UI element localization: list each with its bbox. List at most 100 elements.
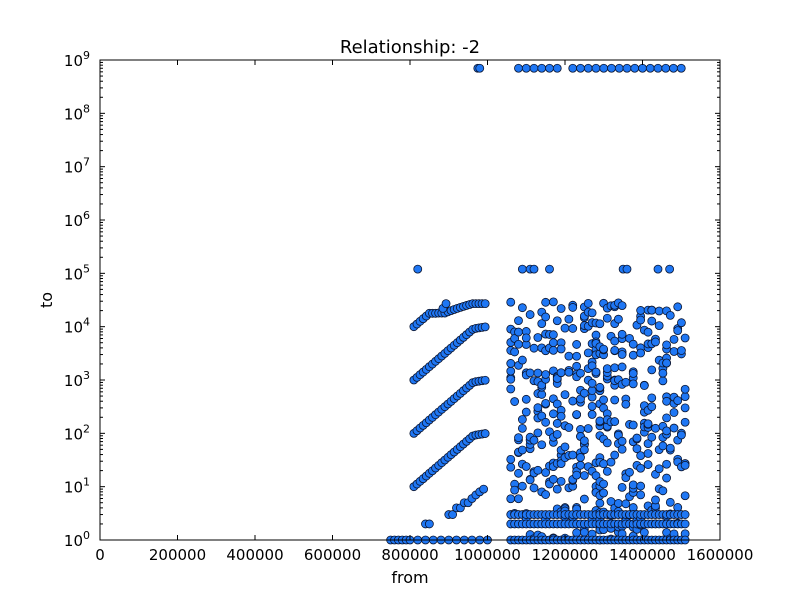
- y-tick-label: 105: [64, 262, 90, 283]
- data-point: [680, 417, 690, 427]
- data-point: [480, 322, 490, 332]
- data-point: [572, 351, 582, 361]
- data-point: [576, 453, 585, 462]
- data-point: [636, 481, 646, 491]
- data-point: [587, 361, 597, 371]
- data-point: [602, 466, 612, 476]
- data-point: [583, 424, 593, 433]
- data-point: [658, 376, 668, 386]
- data-point: [632, 444, 642, 454]
- data-point: [628, 379, 638, 389]
- data-point: [517, 415, 527, 424]
- data-point: [630, 63, 640, 73]
- data-point: [514, 327, 523, 337]
- data-point: [525, 368, 535, 378]
- data-point: [541, 490, 551, 499]
- data-point: [638, 63, 647, 73]
- data-point: [583, 63, 593, 73]
- data-point: [614, 63, 624, 73]
- data-point: [579, 445, 589, 455]
- data-point: [662, 396, 671, 406]
- x-tick-label: 1000000: [454, 546, 521, 564]
- data-point: [560, 442, 570, 452]
- data-point: [568, 396, 578, 406]
- data-point: [591, 367, 601, 377]
- data-point: [662, 413, 671, 423]
- data-point: [651, 337, 660, 347]
- data-point: [599, 479, 608, 489]
- data-point: [506, 454, 516, 464]
- data-point: [510, 485, 520, 495]
- data-point: [514, 63, 523, 73]
- data-point: [579, 527, 589, 537]
- data-point: [533, 428, 543, 438]
- data-point: [521, 63, 531, 73]
- data-point: [647, 305, 657, 315]
- data-point: [564, 351, 574, 361]
- data-point: [621, 499, 631, 509]
- data-point: [514, 468, 523, 478]
- data-point: [506, 359, 516, 368]
- data-point: [680, 333, 690, 343]
- y-tick-label: 103: [64, 369, 90, 390]
- data-point: [529, 435, 539, 445]
- y-tick-label: 107: [64, 156, 90, 177]
- data-point: [665, 443, 675, 453]
- data-point: [556, 411, 566, 421]
- data-point: [614, 314, 623, 324]
- data-point: [645, 63, 655, 73]
- data-point: [517, 303, 527, 313]
- data-point: [647, 432, 657, 442]
- data-point: [639, 381, 649, 390]
- y-tick-label: 106: [64, 209, 90, 230]
- data-point: [606, 457, 616, 467]
- data-point: [537, 63, 547, 73]
- data-point: [514, 494, 523, 504]
- x-tick-label: 400000: [226, 546, 283, 564]
- data-point: [413, 264, 423, 274]
- data-point: [662, 473, 671, 483]
- data-point: [552, 484, 562, 494]
- data-point: [628, 480, 638, 490]
- data-point: [661, 63, 671, 73]
- data-point: [665, 264, 675, 274]
- data-point: [579, 388, 589, 398]
- data-point: [602, 313, 612, 323]
- data-point: [506, 297, 516, 307]
- data-point: [654, 321, 664, 330]
- x-tick-label: 800000: [381, 546, 438, 564]
- data-point: [636, 315, 646, 325]
- data-point: [662, 426, 671, 436]
- data-point: [614, 498, 623, 508]
- data-point: [673, 302, 683, 312]
- data-point: [556, 476, 566, 486]
- data-point: [560, 323, 570, 333]
- data-point: [506, 384, 516, 394]
- data-point: [480, 375, 490, 385]
- data-point: [533, 403, 543, 413]
- data-point: [529, 264, 539, 274]
- data-point: [669, 408, 679, 417]
- data-point: [643, 327, 653, 337]
- data-point: [665, 310, 675, 320]
- data-point: [537, 319, 547, 329]
- data-point: [610, 450, 620, 460]
- data-point: [673, 396, 683, 405]
- data-point: [673, 326, 683, 336]
- data-point: [610, 363, 620, 373]
- data-point: [680, 460, 690, 470]
- data-point: [680, 392, 690, 402]
- data-point: [533, 333, 543, 342]
- data-point: [625, 467, 634, 477]
- data-point: [521, 333, 531, 343]
- data-point: [548, 345, 558, 355]
- data-point: [628, 420, 638, 430]
- data-point: [636, 306, 646, 315]
- data-point: [665, 497, 675, 507]
- data-point: [587, 378, 597, 388]
- x-tick-label: 600000: [304, 546, 361, 564]
- data-point: [568, 324, 578, 333]
- data-point: [617, 329, 627, 339]
- data-point: [628, 369, 638, 378]
